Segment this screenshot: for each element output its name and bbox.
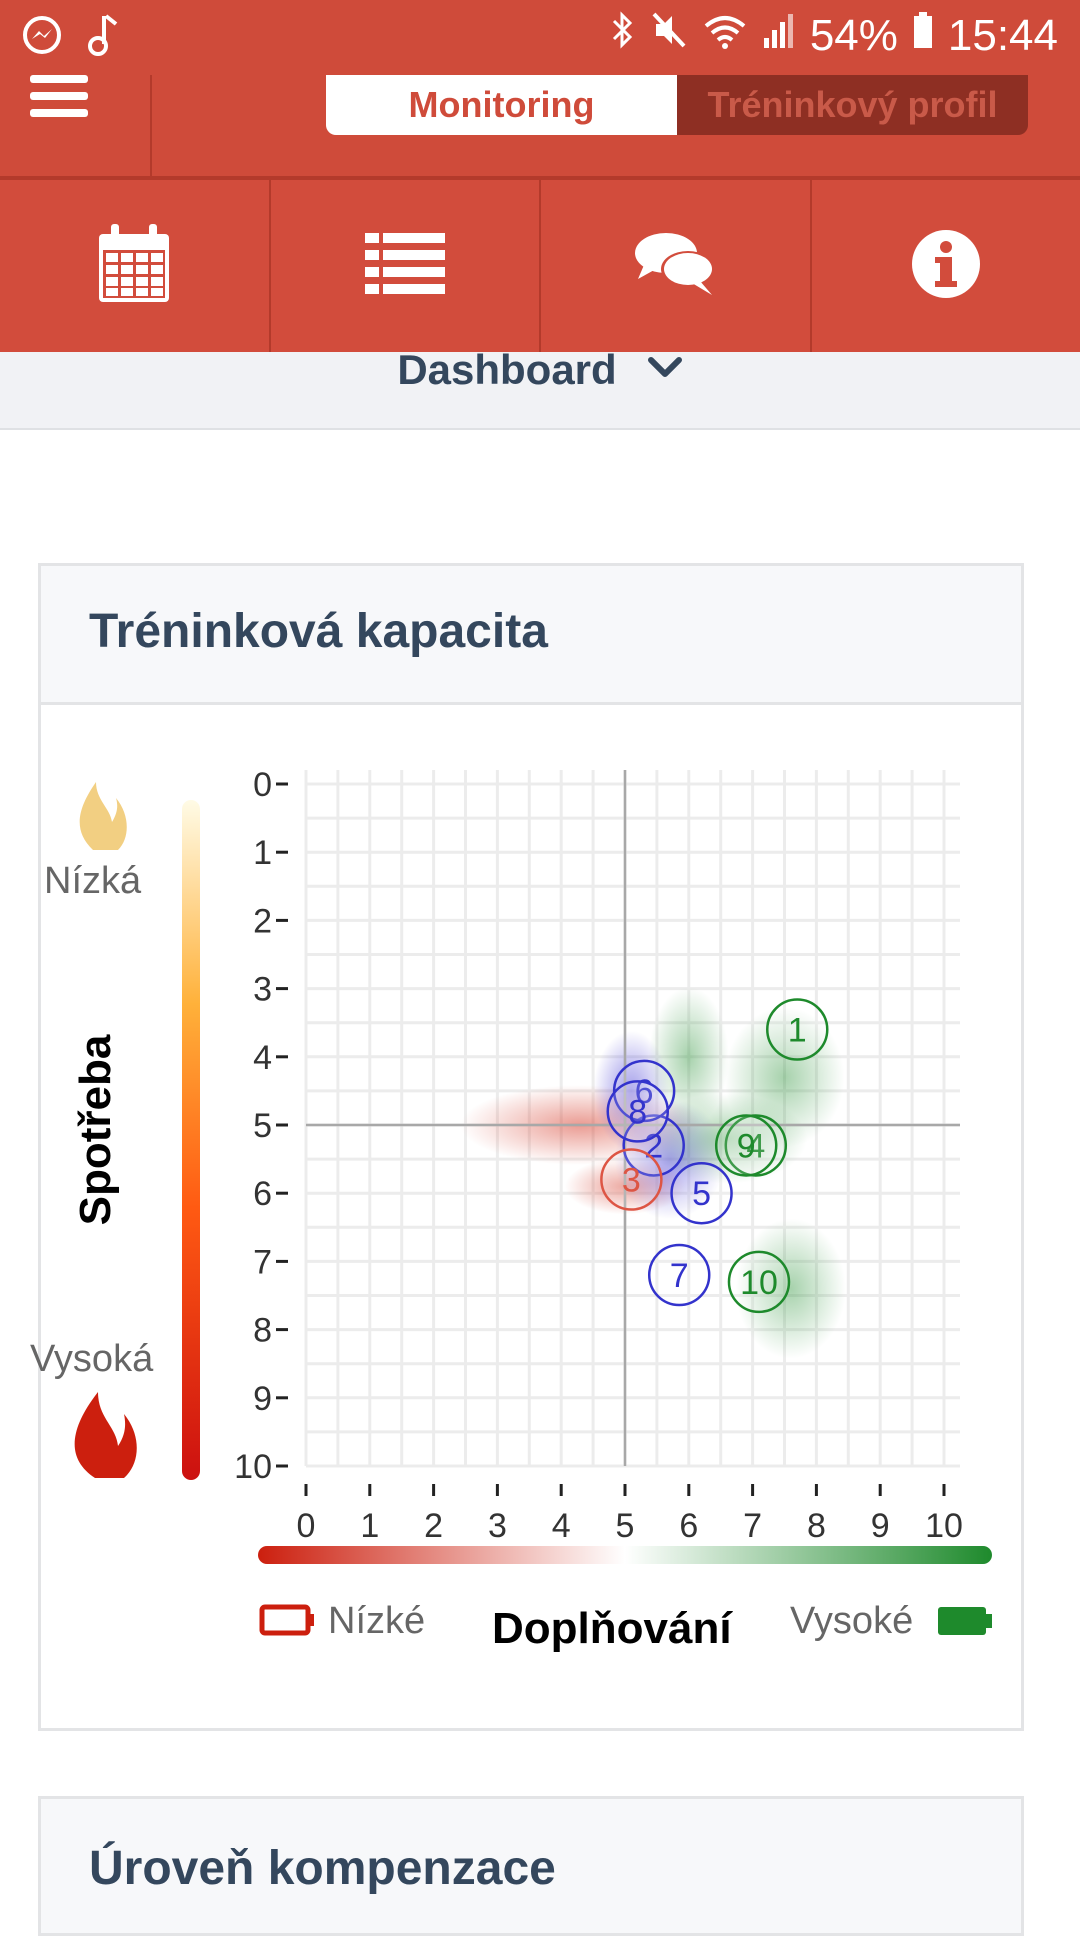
y-high-label: Vysoká xyxy=(30,1338,153,1381)
card-title: Tréninková kapacita xyxy=(89,604,548,659)
compensation-card: Úroveň kompenzace xyxy=(38,1796,1024,1936)
header-divider xyxy=(150,75,152,178)
x-low-label: Nízké xyxy=(328,1600,425,1643)
dashboard-label: Dashboard xyxy=(397,346,616,394)
bluetooth-icon xyxy=(610,10,636,61)
nav-list[interactable] xyxy=(271,180,542,352)
clock: 15:44 xyxy=(948,11,1058,61)
battery-percent: 54% xyxy=(810,11,898,61)
messenger-icon xyxy=(22,15,62,59)
tab-monitoring[interactable]: Monitoring xyxy=(326,75,677,135)
signal-icon xyxy=(762,10,796,61)
nav-chat[interactable] xyxy=(541,180,812,352)
card-header: Tréninková kapacita xyxy=(41,566,1021,705)
x-axis-title: Doplňování xyxy=(492,1604,732,1654)
chevron-down-icon xyxy=(647,356,683,384)
wifi-icon xyxy=(702,10,748,61)
icon-nav xyxy=(0,180,1080,354)
music-note-icon xyxy=(88,14,120,60)
nav-info[interactable] xyxy=(812,180,1080,352)
tab-training-profile[interactable]: Tréninkový profil xyxy=(677,75,1028,135)
nav-calendar[interactable] xyxy=(0,180,271,352)
mute-icon xyxy=(650,10,688,61)
y-axis-title: Spotřeba xyxy=(71,1035,121,1226)
header-tabs: Monitoring Tréninkový profil xyxy=(326,75,1028,135)
calendar-icon xyxy=(97,224,171,308)
status-bar: 54% 15:44 xyxy=(0,0,1080,75)
info-icon xyxy=(911,229,981,303)
app-header: Monitoring Tréninkový profil xyxy=(0,75,1080,178)
dashboard-dropdown[interactable]: Dashboard xyxy=(0,352,1080,430)
y-low-label: Nízká xyxy=(44,860,141,903)
x-high-label: Vysoké xyxy=(790,1600,913,1643)
list-icon xyxy=(365,233,445,299)
battery-icon xyxy=(912,10,934,61)
chat-bubbles-icon xyxy=(634,231,716,301)
training-capacity-card: Tréninková kapacita xyxy=(38,563,1024,1731)
hamburger-menu-icon[interactable] xyxy=(30,75,88,115)
card-title: Úroveň kompenzace xyxy=(89,1841,556,1896)
